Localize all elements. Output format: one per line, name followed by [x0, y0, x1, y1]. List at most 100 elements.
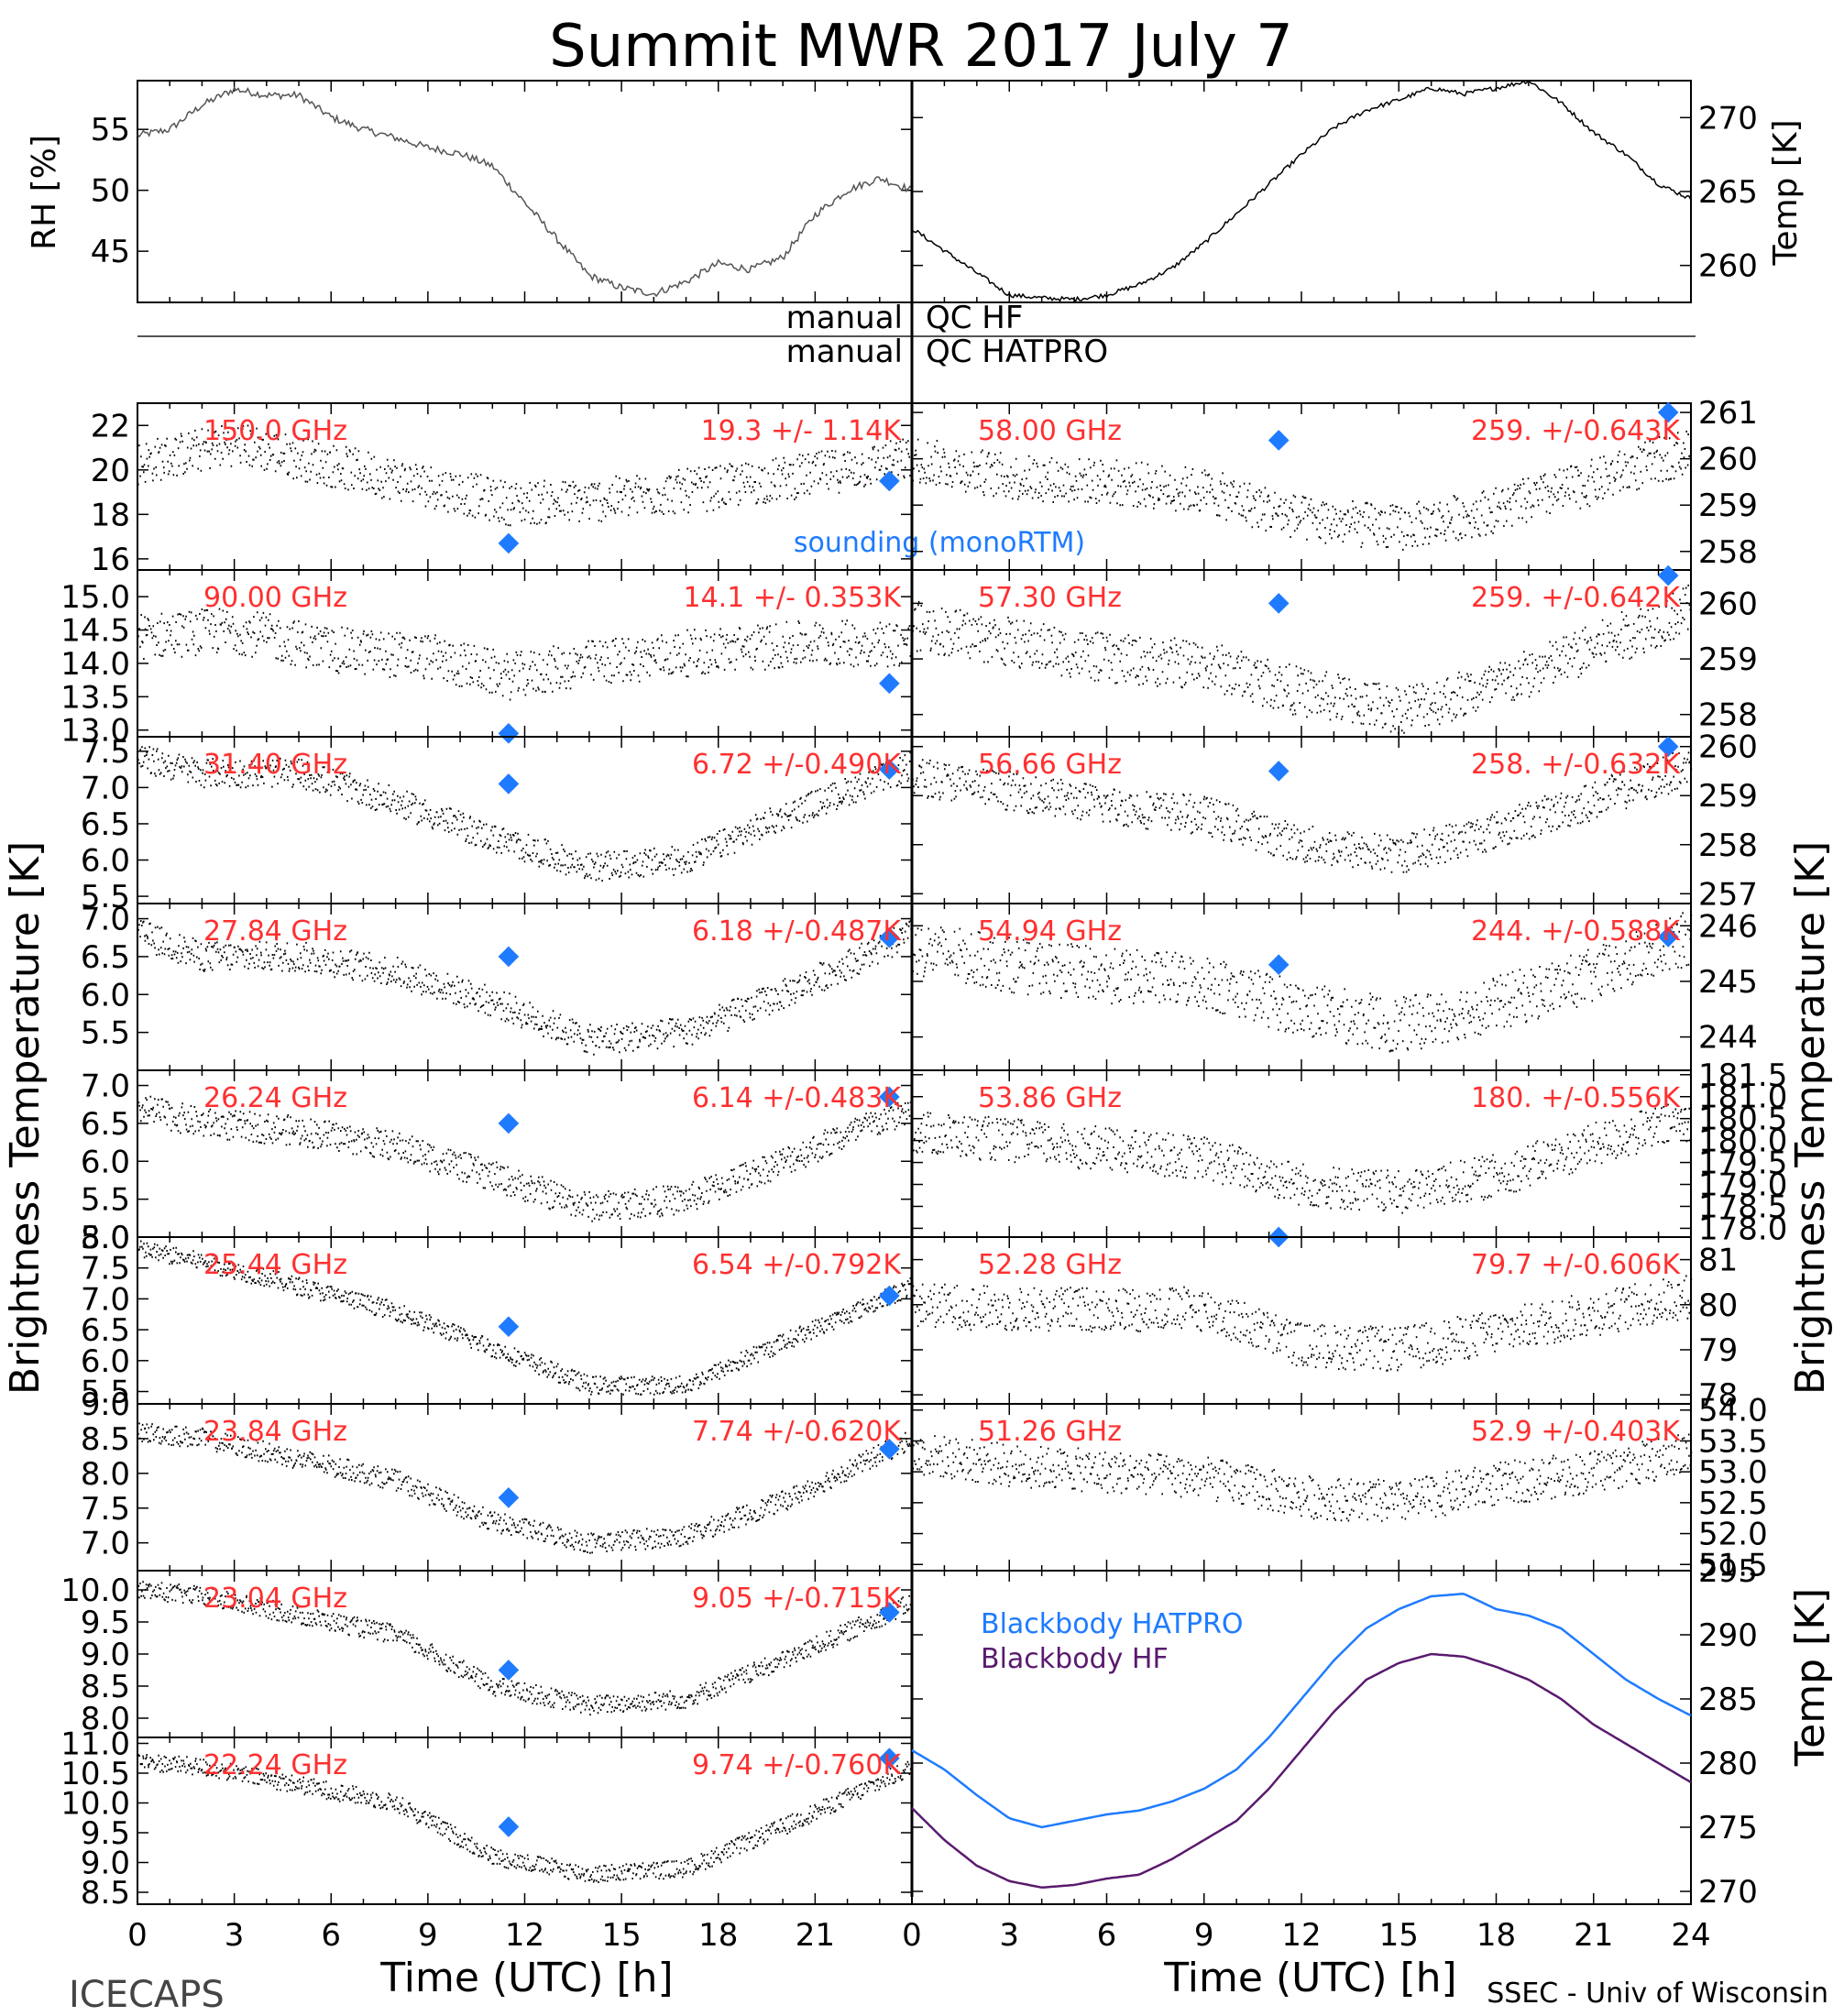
ch-right-2-ytick-label: 258 [1698, 827, 1758, 864]
ch-right-3-sounding-point [1268, 954, 1290, 976]
ch-left-5-sounding-point [498, 1316, 520, 1338]
ch-left-2-channel-stat: 6.72 +/-0.490K [692, 749, 902, 781]
ch-left-7-sounding-point [498, 1660, 520, 1681]
qc-hatpro-right: QC HATPRO [926, 334, 1108, 370]
ch-left-8-channel-label: 22.24 GHz [203, 1749, 347, 1781]
ch-left-4-sounding-point [498, 1112, 520, 1134]
ch-right-4-ytick-label: 178.0 [1698, 1211, 1787, 1247]
bb-ytick-label: 285 [1698, 1682, 1758, 1718]
x-tick-label-left: 3 [225, 1917, 245, 1954]
ch-right-2-ytick-label: 257 [1698, 876, 1758, 913]
x-tick-label-right: 18 [1476, 1917, 1516, 1954]
ch-left-1-channel-stat: 14.1 +/- 0.353K [684, 582, 903, 614]
ch-left-5-channel-stat: 6.54 +/-0.792K [692, 1249, 902, 1281]
x-tick-label-right: 24 [1671, 1917, 1710, 1954]
ch-right-6-channel-stat: 52.9 +/-0.403K [1471, 1416, 1681, 1448]
ch-left-7-ytick-label: 9.0 [81, 1637, 130, 1673]
ch-left-1-sounding-point [879, 673, 900, 695]
ch-left-1-ytick-label: 14.0 [60, 646, 130, 683]
ch-right-5-channel-stat: 79.7 +/-0.606K [1471, 1249, 1681, 1281]
bb-ytick-label: 275 [1698, 1810, 1758, 1846]
ch-left-8-ytick-label: 10.0 [60, 1786, 130, 1823]
ch-left-2-sounding-point [879, 759, 900, 780]
rh-ytick-label: 45 [91, 234, 130, 270]
ch-right-3-ytick-label: 245 [1698, 964, 1758, 1001]
ch-left-4-ytick-label: 6.0 [81, 1144, 130, 1180]
ch-left-5-ytick-label: 6.0 [81, 1343, 130, 1380]
ch-left-6-sounding-point [498, 1487, 520, 1508]
rh-ytick-label: 50 [91, 173, 130, 210]
ch-left-6-ytick-label: 8.5 [81, 1421, 130, 1458]
bb-ytick-label: 295 [1698, 1553, 1758, 1590]
ch-left-0-ytick-label: 16 [91, 542, 130, 578]
qc-hf-left: manual [786, 300, 903, 336]
x-axis-label-left: Time (UTC) [h] [379, 1955, 673, 2001]
ch-right-2-sounding-point [1268, 761, 1290, 782]
rh-panel [137, 80, 913, 303]
rh-series-line [137, 86, 913, 298]
ch-left-5-ytick-label: 7.5 [81, 1251, 130, 1287]
footer-icecaps: ICECAPS [69, 1974, 225, 2016]
ch-left-3-ytick-label: 6.0 [81, 977, 130, 1013]
ch-left-8-ytick-label: 9.0 [81, 1846, 130, 1882]
ch-right-6-ytick-label: 51.5 [1698, 1547, 1768, 1583]
ch-right-0-ytick-label: 259 [1698, 488, 1758, 524]
x-tick-label-right: 15 [1379, 1917, 1419, 1954]
ch-left-7-channel-stat: 9.05 +/-0.715K [692, 1583, 902, 1615]
ch-right-3-sounding-point [1657, 926, 1679, 948]
ch-right-3-data-points [912, 912, 1693, 1053]
temp-ytick-label: 260 [1698, 248, 1758, 285]
ch-right-1-channel-label: 57.30 GHz [978, 582, 1122, 614]
ch-left-2-ytick-label: 7.0 [81, 770, 130, 806]
ch-left-0-ytick-label: 22 [91, 408, 130, 444]
ch-left-4-ytick-label: 5.0 [81, 1220, 130, 1256]
ch-right-6-ytick-label: 52.0 [1698, 1517, 1768, 1553]
ch-right-5-ytick-label: 80 [1698, 1287, 1738, 1324]
x-tick-label-right: 9 [1194, 1917, 1214, 1954]
x-tick-label-right: 12 [1281, 1917, 1321, 1954]
ch-right-4-data-points [912, 1103, 1692, 1214]
ch-left-5-ytick-label: 5.5 [81, 1375, 130, 1411]
ch-left-0-ytick-label: 18 [91, 497, 130, 533]
ch-right-6-ytick-label: 53.0 [1698, 1454, 1768, 1491]
bb-hatpro-line [911, 1593, 1692, 1829]
ch-left-3-ytick-label: 6.5 [81, 939, 130, 976]
ch-right-2-sounding-point [1657, 736, 1679, 758]
ch-left-0-channel-stat: 19.3 +/- 1.14K [701, 415, 903, 447]
ch-right-0-channel-stat: 259. +/-0.643K [1471, 415, 1681, 447]
ch-left-2-data-points [137, 746, 913, 882]
ch-right-3-ytick-label: 246 [1698, 908, 1758, 945]
ch-left-7-sounding-point [879, 1602, 900, 1623]
ch-left-6-ytick-label: 7.5 [81, 1491, 130, 1528]
x-tick-label-left: 6 [321, 1917, 341, 1954]
qc-hf-right: QC HF [926, 300, 1023, 336]
bb-axis-label: Temp [K] [1787, 1588, 1833, 1767]
qc-hatpro-left: manual [786, 334, 903, 370]
rh-ytick-label: 55 [91, 112, 130, 148]
ch-right-1-sounding-point [1268, 593, 1290, 614]
x-tick-label-left: 21 [796, 1917, 835, 1954]
x-tick-label-left: 18 [698, 1917, 738, 1954]
ch-left-1-sounding-point [498, 723, 520, 744]
ch-left-0-ytick-label: 20 [91, 453, 130, 489]
ch-right-4-ytick-label: 178.5 [1698, 1189, 1787, 1225]
ch-right-4-ytick-label: 180.5 [1698, 1101, 1787, 1138]
bb-ytick-label: 270 [1698, 1874, 1758, 1911]
ch-right-0-ytick-label: 260 [1698, 442, 1758, 478]
ch-left-8-sounding-point [498, 1816, 520, 1837]
ch-left-3-sounding-point [498, 946, 520, 968]
ch-left-1-data-points [137, 608, 914, 701]
ch-left-8-ytick-label: 9.5 [81, 1815, 130, 1852]
ch-right-5-ytick-label: 81 [1698, 1243, 1738, 1279]
ch-right-0-ytick-label: 258 [1698, 534, 1758, 571]
ch-right-6-ytick-label: 53.5 [1698, 1423, 1768, 1460]
ch-left-7-channel-label: 23.04 GHz [203, 1583, 347, 1615]
ch-right-2-channel-stat: 258. +/-0.632K [1471, 749, 1681, 781]
plot-area: 45 50 55 260 265 270 16 18 20 22 150.0 GHz 19.3 +/-… [60, 80, 1787, 1954]
ch-right-3-channel-label: 54.94 GHz [978, 915, 1122, 948]
ch-left-6-channel-stat: 7.74 +/-0.620K [692, 1416, 902, 1448]
ch-right-4-ytick-label: 179.5 [1698, 1145, 1787, 1182]
ch-left-7-ytick-label: 8.0 [81, 1701, 130, 1737]
ch-right-0-channel-label: 58.00 GHz [978, 415, 1122, 447]
brightness-axis-label-left: Brightness Temperature [K] [2, 841, 49, 1395]
